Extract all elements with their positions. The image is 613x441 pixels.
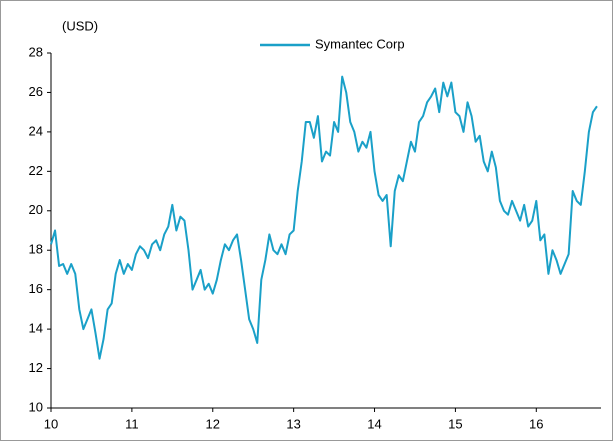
y-tick-label: 16 [29, 281, 43, 296]
x-tick-label: 14 [367, 416, 381, 431]
series-line [50, 75, 598, 360]
y-tick-label: 20 [29, 202, 43, 217]
x-tick-label: 10 [44, 416, 58, 431]
x-tick-label: 12 [206, 416, 220, 431]
y-axis-label: (USD) [62, 18, 98, 33]
y-tick-label: 10 [29, 399, 43, 414]
y-tick-label: 18 [29, 242, 43, 257]
x-tick-label: 13 [286, 416, 300, 431]
y-tick-label: 26 [29, 84, 43, 99]
legend-label: Symantec Corp [315, 36, 405, 51]
y-tick-label: 12 [29, 360, 43, 375]
x-tick-label: 15 [448, 416, 462, 431]
y-tick-label: 24 [29, 123, 43, 138]
y-tick-label: 28 [29, 44, 43, 59]
y-tick-label: 22 [29, 163, 43, 178]
x-tick-label: 11 [125, 416, 139, 431]
y-tick-label: 14 [29, 321, 43, 336]
x-tick-label: 16 [529, 416, 543, 431]
